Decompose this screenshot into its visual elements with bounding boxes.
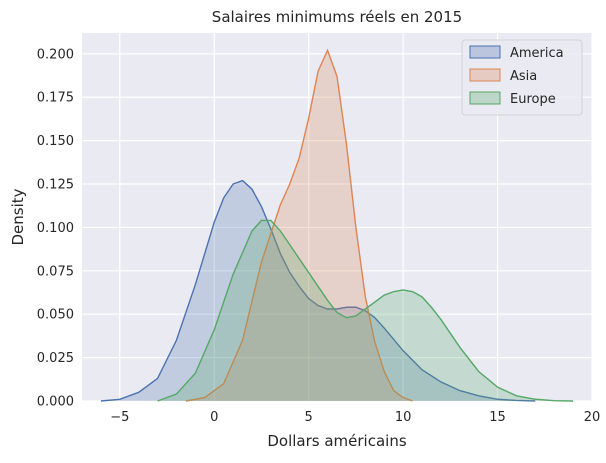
legend-swatch-europe [469,91,501,105]
x-tick-label: 10 [395,410,412,425]
x-tick-label: 15 [489,410,506,425]
x-tick-label: 5 [305,410,313,425]
y-tick-label: 0.175 [37,91,74,106]
legend-swatch-asia [469,68,501,82]
y-tick-label: 0.025 [37,351,74,366]
series-line-europe [157,219,574,402]
y-tick-label: 0.200 [37,47,74,62]
x-axis-label: Dollars américains [267,432,406,450]
grid [82,33,593,402]
legend-swatch-america [469,45,501,59]
legend-label-europe: Europe [510,92,556,107]
y-tick-label: 0.000 [37,395,74,410]
chart-title: Salaires minimums réels en 2015 [212,8,462,26]
x-tick-label: 0 [210,410,218,425]
series-area-asia [185,50,413,402]
y-tick-label: 0.075 [37,264,74,279]
y-tick-labels: 0.000 0.025 0.050 0.075 0.100 0.125 0.150 0.175… [37,47,74,409]
legend-label-asia: Asia [510,69,537,84]
series-area-europe [157,220,574,401]
series-line-america [100,179,536,402]
series-line-asia [185,48,413,402]
y-tick-label: 0.150 [37,134,74,149]
series-area [100,48,574,402]
y-tick-label: 0.125 [37,178,74,193]
x-tick-labels: −5 0 5 10 15 20 [110,410,600,425]
series-area-america [100,180,536,401]
legend-label-america: America [510,46,564,61]
y-axis-label: Density [9,188,27,245]
legend-frame [461,39,583,116]
x-tick-label: −5 [110,410,129,425]
legend: America Asia Europe [461,39,583,116]
y-tick-label: 0.050 [37,308,74,323]
x-tick-label: 20 [584,410,601,425]
y-tick-label: 0.100 [37,221,74,236]
